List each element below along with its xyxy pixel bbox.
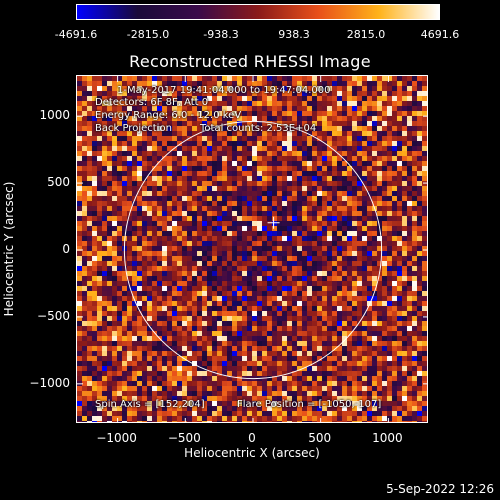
colorbar-tick-label: -4691.6 <box>54 28 98 41</box>
spin-axis-marker <box>267 216 280 229</box>
colorbar-tick-label: -2815.0 <box>126 28 170 41</box>
annotation-spin-axis: Spin Axis = [152,204] <box>95 399 205 410</box>
x-tick-label: 1000 <box>372 431 403 445</box>
solar-disk-limb <box>123 120 383 380</box>
annotation-detectors: Detectors: 6F 8F, Att 0 <box>95 97 209 108</box>
y-axis-label: Heliocentric Y (arcsec) <box>2 181 16 317</box>
x-axis-label: Heliocentric X (arcsec) <box>184 446 320 460</box>
annotation-time-range: 1-May-2017 19:41:04.000 to 19:47:04.000 <box>117 85 331 96</box>
colorbar-tick-label: -938.3 <box>203 28 239 41</box>
x-tick-label: 0 <box>248 431 256 445</box>
timestamp: 5-Sep-2022 12:26 <box>386 482 494 496</box>
y-tick-label: 500 <box>47 175 70 190</box>
y-tick-label: 1000 <box>39 108 70 123</box>
y-tick-label: −500 <box>37 308 70 323</box>
annotation-energy-range: Energy Range: 6.0 - 12.0 keV <box>95 110 242 121</box>
x-tick-label: −500 <box>167 431 201 445</box>
annotation-flare-position: Flare Position = [-1050,-107] <box>237 399 382 410</box>
annotation-method: Back Projection <box>95 123 172 134</box>
image-plot-area: 1-May-2017 19:41:04.000 to 19:47:04.000 … <box>76 75 428 423</box>
x-tick-label: 500 <box>308 431 332 445</box>
x-tick-label: −1000 <box>96 431 137 445</box>
colorbar <box>76 4 440 20</box>
y-tick-label: 0 <box>62 242 70 256</box>
annotation-total-counts: Total counts: 2.53E+04 <box>200 123 317 134</box>
y-tick-label: −1000 <box>29 375 70 390</box>
colorbar-tick-label: 4691.6 <box>420 28 460 41</box>
heatmap-svg <box>77 76 427 422</box>
colorbar-tick-label: 938.3 <box>278 28 310 41</box>
chart-title: Reconstructed RHESSI Image <box>129 52 371 71</box>
colorbar-tick-label: 2815.0 <box>346 28 386 41</box>
